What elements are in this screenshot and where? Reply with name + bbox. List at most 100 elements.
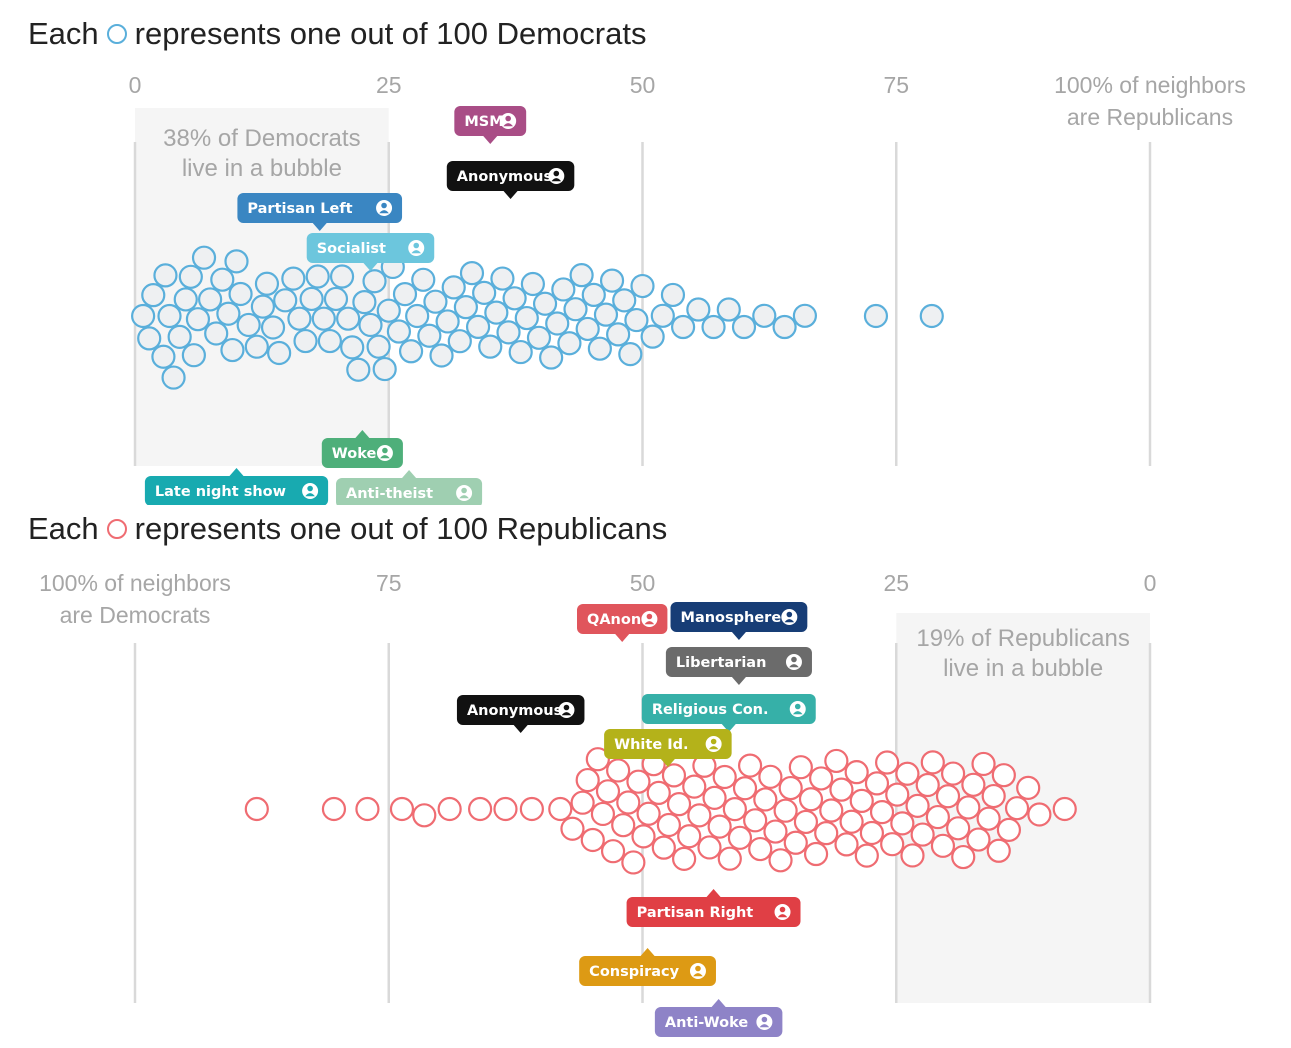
user-icon	[789, 701, 806, 717]
rep-person-circle	[966, 827, 991, 852]
dem-person-circle	[670, 314, 696, 340]
rep-tick-label: 0	[1144, 570, 1157, 596]
dem-person-circle	[305, 264, 330, 289]
rep-title-suffix: represents one out of 100 Republicans	[134, 511, 668, 546]
rep-person-circle	[976, 806, 1001, 831]
rep-person-circle	[971, 751, 996, 777]
user-icon	[781, 609, 798, 625]
dem-tick-label: 0	[129, 72, 142, 98]
rep-person-circle	[900, 843, 925, 868]
dem-person-circle	[161, 365, 186, 390]
user-icon	[302, 483, 319, 499]
rep-person-circle	[819, 798, 844, 823]
rep-persona-label-text: Libertarian	[676, 655, 767, 671]
dem-person-circle	[281, 266, 306, 291]
rep-person-circle	[763, 819, 788, 844]
rep-person-circle	[672, 846, 697, 871]
dem-person-circle	[398, 339, 424, 364]
dem-person-circle	[581, 282, 606, 307]
dem-person-circle	[429, 343, 454, 368]
rep-persona-label-text: Conspiracy	[589, 964, 679, 980]
rep-person-circle	[981, 783, 1006, 809]
dem-person-circle	[137, 326, 162, 351]
rep-person-circle	[839, 809, 864, 834]
rep-person-circle	[682, 774, 707, 799]
dem-persona-pointer	[483, 136, 498, 144]
rep-person-circle	[910, 822, 935, 847]
dem-person-circle	[352, 290, 377, 315]
dem-person-circle	[287, 306, 312, 331]
dem-person-circle	[167, 324, 192, 349]
dem-axis-end-label: are Republicans	[1067, 104, 1233, 130]
dem-tick-label: 75	[883, 72, 909, 98]
rep-person-circle	[880, 832, 905, 857]
rep-person-circle	[636, 801, 661, 826]
dem-persona-label-4: Woke	[321, 430, 403, 468]
user-icon	[376, 200, 393, 216]
rep-persona-label-text: Anonymous	[467, 703, 562, 719]
rep-person-circle	[961, 772, 986, 797]
rep-persona-label-text: Religious Con.	[652, 702, 769, 718]
dem-person-circle	[508, 339, 533, 365]
dem-title-suffix: represents one out of 100 Democrats	[134, 16, 647, 51]
rep-persona-label-0: QAnon	[577, 604, 668, 642]
dem-persona-pointer	[363, 263, 378, 271]
rep-person-circle	[854, 843, 879, 868]
rep-person-circle	[895, 761, 920, 786]
dem-person-circle	[539, 345, 564, 370]
democrats-chart: Each represents one out of 100 Democrats…	[0, 0, 1291, 505]
dem-person-circle	[618, 342, 643, 367]
dem-person-circle	[317, 328, 342, 354]
rep-persona-pointer	[731, 677, 746, 685]
dem-person-circle	[244, 334, 269, 359]
rep-person-circle	[697, 835, 722, 860]
dem-person-circle	[250, 294, 275, 319]
dem-persona-label-3: Socialist	[306, 233, 435, 271]
rep-person-circle	[548, 796, 573, 822]
rep-person-circle	[946, 816, 971, 841]
rep-persona-label-3: Anonymous	[456, 695, 585, 733]
dem-persona-label-0: MSM	[454, 106, 527, 144]
user-icon	[408, 240, 425, 256]
dem-person-circle	[593, 302, 619, 327]
dem-person-circle	[346, 357, 371, 382]
rep-persona-pointer	[721, 724, 736, 732]
dem-person-circle	[204, 321, 229, 346]
dem-person-circle	[557, 331, 582, 356]
user-icon	[756, 1014, 773, 1030]
dem-person-circle	[224, 249, 249, 274]
dem-persona-label-text: Socialist	[317, 241, 386, 257]
rep-persona-label-box	[626, 897, 801, 927]
dem-person-circle	[630, 273, 655, 299]
dem-person-circle	[153, 263, 178, 288]
rep-person-circle	[875, 750, 900, 775]
rep-person-circle	[768, 848, 793, 873]
rep-person-circle	[707, 814, 732, 839]
dem-person-circle	[157, 303, 182, 329]
dem-legend-circle	[106, 24, 127, 44]
dem-bubble-label: 38% of Democrats	[163, 125, 360, 152]
rep-person-circle	[590, 801, 616, 827]
rep-person-circle	[809, 766, 834, 791]
dem-person-circle	[490, 266, 515, 291]
rep-axis-end-label: are Democrats	[60, 602, 211, 628]
user-icon	[641, 611, 658, 627]
rep-person-circle	[493, 796, 518, 822]
rep-person-circle	[732, 776, 758, 801]
rep-beeswarm-svg: 75 50 25 0 100% of neighbors are Democrats 19%…	[39, 570, 1157, 1037]
rep-persona-label-5: White Id.	[604, 729, 732, 767]
rep-tick-label: 75	[376, 570, 402, 596]
dem-person-circle	[216, 301, 241, 326]
rep-persona-label-box	[579, 956, 716, 986]
rep-person-circle	[621, 850, 646, 875]
rep-person-circle	[859, 820, 884, 846]
rep-legend-circle	[106, 519, 127, 539]
dem-person-circle	[599, 268, 625, 293]
rep-persona-label-box	[641, 694, 816, 724]
rep-chart-title: Each represents one out of 100 Republica…	[28, 511, 667, 547]
dem-person-circle	[417, 323, 442, 348]
dem-persona-label-5: Late night show	[144, 468, 329, 505]
dem-persona-label-6: Anti-theist	[336, 470, 483, 505]
dem-axis-end-label: 100% of neighbors	[1054, 72, 1246, 98]
dem-persona-label-box	[306, 233, 435, 263]
